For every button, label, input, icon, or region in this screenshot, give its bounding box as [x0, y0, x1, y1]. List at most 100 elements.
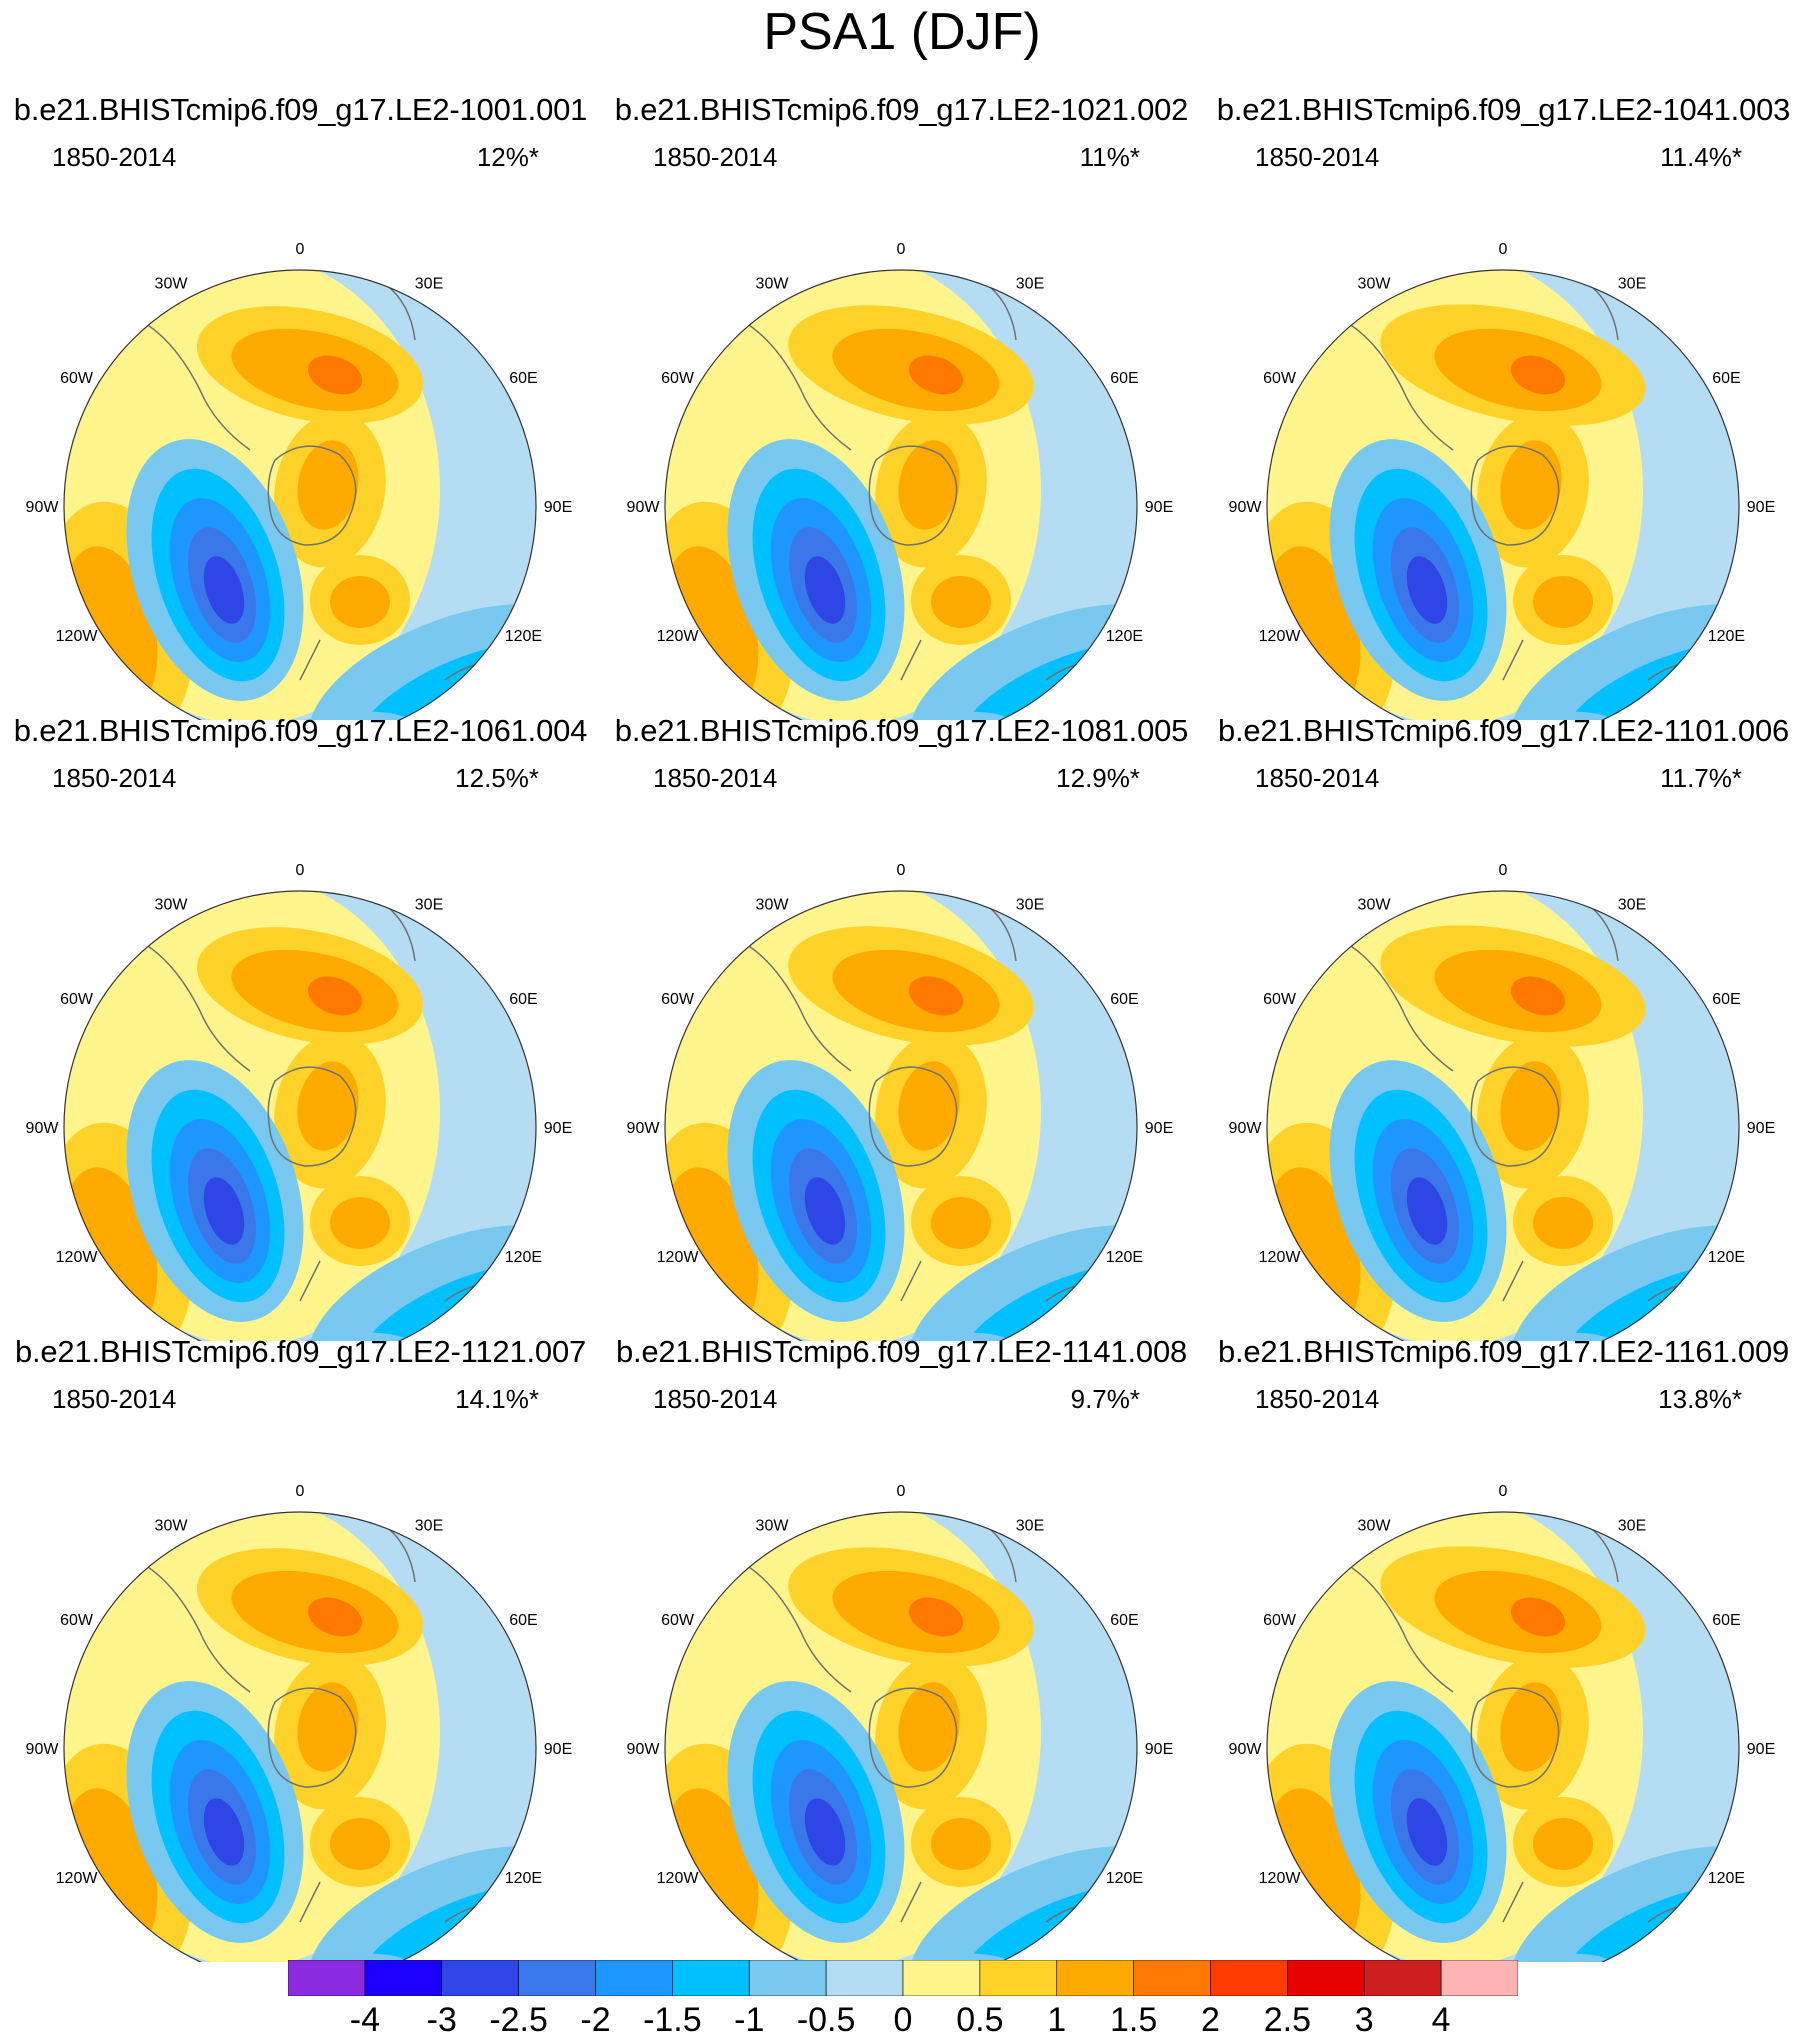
longitude-label: 30E [415, 897, 443, 914]
coastlines [740, 900, 1137, 1302]
longitude-label: 30E [1016, 276, 1044, 293]
polar-map: 030E60E90E120E150E180150W120W90W60W30W [627, 862, 1173, 1341]
longitude-label: 30E [1618, 276, 1646, 293]
panel-period: 1850-2014 [653, 763, 778, 793]
coastlines [139, 1521, 536, 1923]
longitude-label: 120E [1708, 628, 1745, 645]
colorbar-label: 4 [1431, 2001, 1451, 2039]
longitude-label: 120W [657, 1870, 700, 1887]
colorbar-swatch [441, 1960, 519, 1996]
map-boundary [664, 1511, 1138, 1962]
coastlines [1342, 279, 1739, 681]
longitude-label: 90E [1145, 1120, 1173, 1137]
longitude-label: 120E [505, 1249, 542, 1266]
longitude-label: 60E [509, 1612, 537, 1629]
map-panel: b.e21.BHISTcmip6.f09_g17.LE2-1101.006 185… [1203, 711, 1804, 1341]
polar-map: 030E60E90E120E150E180150W120W90W60W30W [1229, 862, 1775, 1341]
panel-period: 1850-2014 [1255, 763, 1380, 793]
colorbar-label: 2 [1201, 2001, 1220, 2039]
longitude-label: 120W [657, 1249, 700, 1266]
anomaly-field [665, 1512, 1137, 1962]
longitude-label: 120W [56, 628, 99, 645]
longitude-label: 90W [1229, 1741, 1263, 1758]
colorbar-label: -2 [580, 2001, 611, 2039]
panel-percent: 9.7%* [1070, 1384, 1140, 1414]
longitude-label: 120W [56, 1870, 99, 1887]
polar-map: 030E60E90E120E150E180150W120W90W60W30W [26, 1483, 572, 1962]
longitude-label: 60E [1110, 1612, 1138, 1629]
coastlines [740, 1521, 1137, 1923]
longitude-label: 30E [1618, 897, 1646, 914]
longitude-label: 30W [756, 1518, 790, 1535]
longitude-label: 90W [26, 1120, 60, 1137]
colorbar-label: -2.5 [489, 2001, 548, 2039]
colorbar-label: 0 [893, 2001, 913, 2039]
longitude-label: 90W [26, 499, 60, 516]
longitude-label: 60W [661, 370, 695, 387]
colorbar-swatch [364, 1960, 443, 1996]
anomaly-field [64, 891, 536, 1341]
colorbar-label: 1 [1047, 2001, 1067, 2039]
panel-title: b.e21.BHISTcmip6.f09_g17.LE2-1021.002 [614, 92, 1189, 127]
longitude-label: 30E [415, 276, 443, 293]
longitude-label: 60W [661, 1612, 695, 1629]
polar-map: 030E60E90E120E150E180150W120W90W60W30W [1229, 241, 1775, 720]
polar-map: 030E60E90E120E150E180150W120W90W60W30W [26, 862, 572, 1341]
panel-percent: 13.8%* [1658, 1384, 1742, 1414]
panel-percent: 14.1%* [455, 1384, 539, 1414]
map-boundary [63, 1511, 537, 1962]
longitude-label: 30W [1358, 897, 1392, 914]
longitude-label: 90E [1145, 1741, 1173, 1758]
panel-period: 1850-2014 [1255, 1384, 1380, 1414]
longitude-label: 90E [1747, 1120, 1775, 1137]
colorbar-swatch [672, 1960, 750, 1996]
longitude-label: 120E [505, 1870, 542, 1887]
map-panel: b.e21.BHISTcmip6.f09_g17.LE2-1061.004 185… [0, 711, 601, 1341]
longitude-label: 120E [1708, 1870, 1745, 1887]
longitude-label: 120E [1106, 1870, 1143, 1887]
panel-period: 1850-2014 [52, 763, 177, 793]
longitude-label: 60E [1110, 370, 1138, 387]
colorbar-swatch [979, 1960, 1058, 1996]
longitude-label: 0 [1499, 862, 1508, 879]
longitude-label: 90W [1229, 499, 1263, 516]
longitude-label: 60E [1110, 991, 1138, 1008]
coastlines [139, 279, 536, 681]
colorbar-swatch [518, 1960, 596, 1996]
colorbar-swatch [1287, 1960, 1365, 1996]
longitude-label: 0 [897, 1483, 906, 1500]
longitude-label: 90E [544, 499, 572, 516]
longitude-label: 0 [897, 241, 906, 258]
longitude-label: 90E [1145, 499, 1173, 516]
panel-title: b.e21.BHISTcmip6.f09_g17.LE2-1121.007 [14, 1334, 587, 1369]
colorbar-labels: -4 -3 -2.5 -2 -1.5 -1 -0.5 0 0.5 1 1.5 2 2.5 3 4 [0, 2000, 1804, 2042]
panel-period: 1850-2014 [52, 1384, 177, 1414]
panel-title: b.e21.BHISTcmip6.f09_g17.LE2-1061.004 [13, 713, 588, 748]
colorbar-swatch [595, 1960, 673, 1996]
longitude-label: 120W [1259, 1249, 1302, 1266]
coastlines [139, 900, 536, 1302]
panel-period: 1850-2014 [52, 142, 177, 172]
coastlines [1342, 900, 1739, 1302]
polar-map: 030E60E90E120E150E180150W120W90W60W30W [26, 241, 572, 720]
longitude-label: 30E [1618, 1518, 1646, 1535]
longitude-label: 60E [1712, 1612, 1740, 1629]
longitude-label: 120E [1106, 1249, 1143, 1266]
colorbar-swatch [1133, 1960, 1211, 1996]
panel-period: 1850-2014 [1255, 142, 1380, 172]
longitude-label: 30W [155, 1518, 189, 1535]
longitude-label: 30W [155, 276, 189, 293]
longitude-label: 0 [296, 241, 305, 258]
longitude-label: 90W [26, 1741, 60, 1758]
panel-title: b.e21.BHISTcmip6.f09_g17.LE2-1101.006 [1217, 713, 1790, 748]
longitude-label: 60E [1712, 991, 1740, 1008]
map-panel: b.e21.BHISTcmip6.f09_g17.LE2-1081.005 185… [601, 711, 1202, 1341]
anomaly-field [1267, 270, 1739, 720]
map-panel: b.e21.BHISTcmip6.f09_g17.LE2-1021.002 185… [601, 90, 1202, 720]
colorbar-swatch [825, 1960, 904, 1996]
colorbar [288, 1960, 1518, 1996]
longitude-label: 90E [544, 1741, 572, 1758]
colorbar-swatch [288, 1960, 366, 1996]
colorbar-swatch [1440, 1960, 1518, 1996]
colorbar-swatch [1056, 1960, 1134, 1996]
